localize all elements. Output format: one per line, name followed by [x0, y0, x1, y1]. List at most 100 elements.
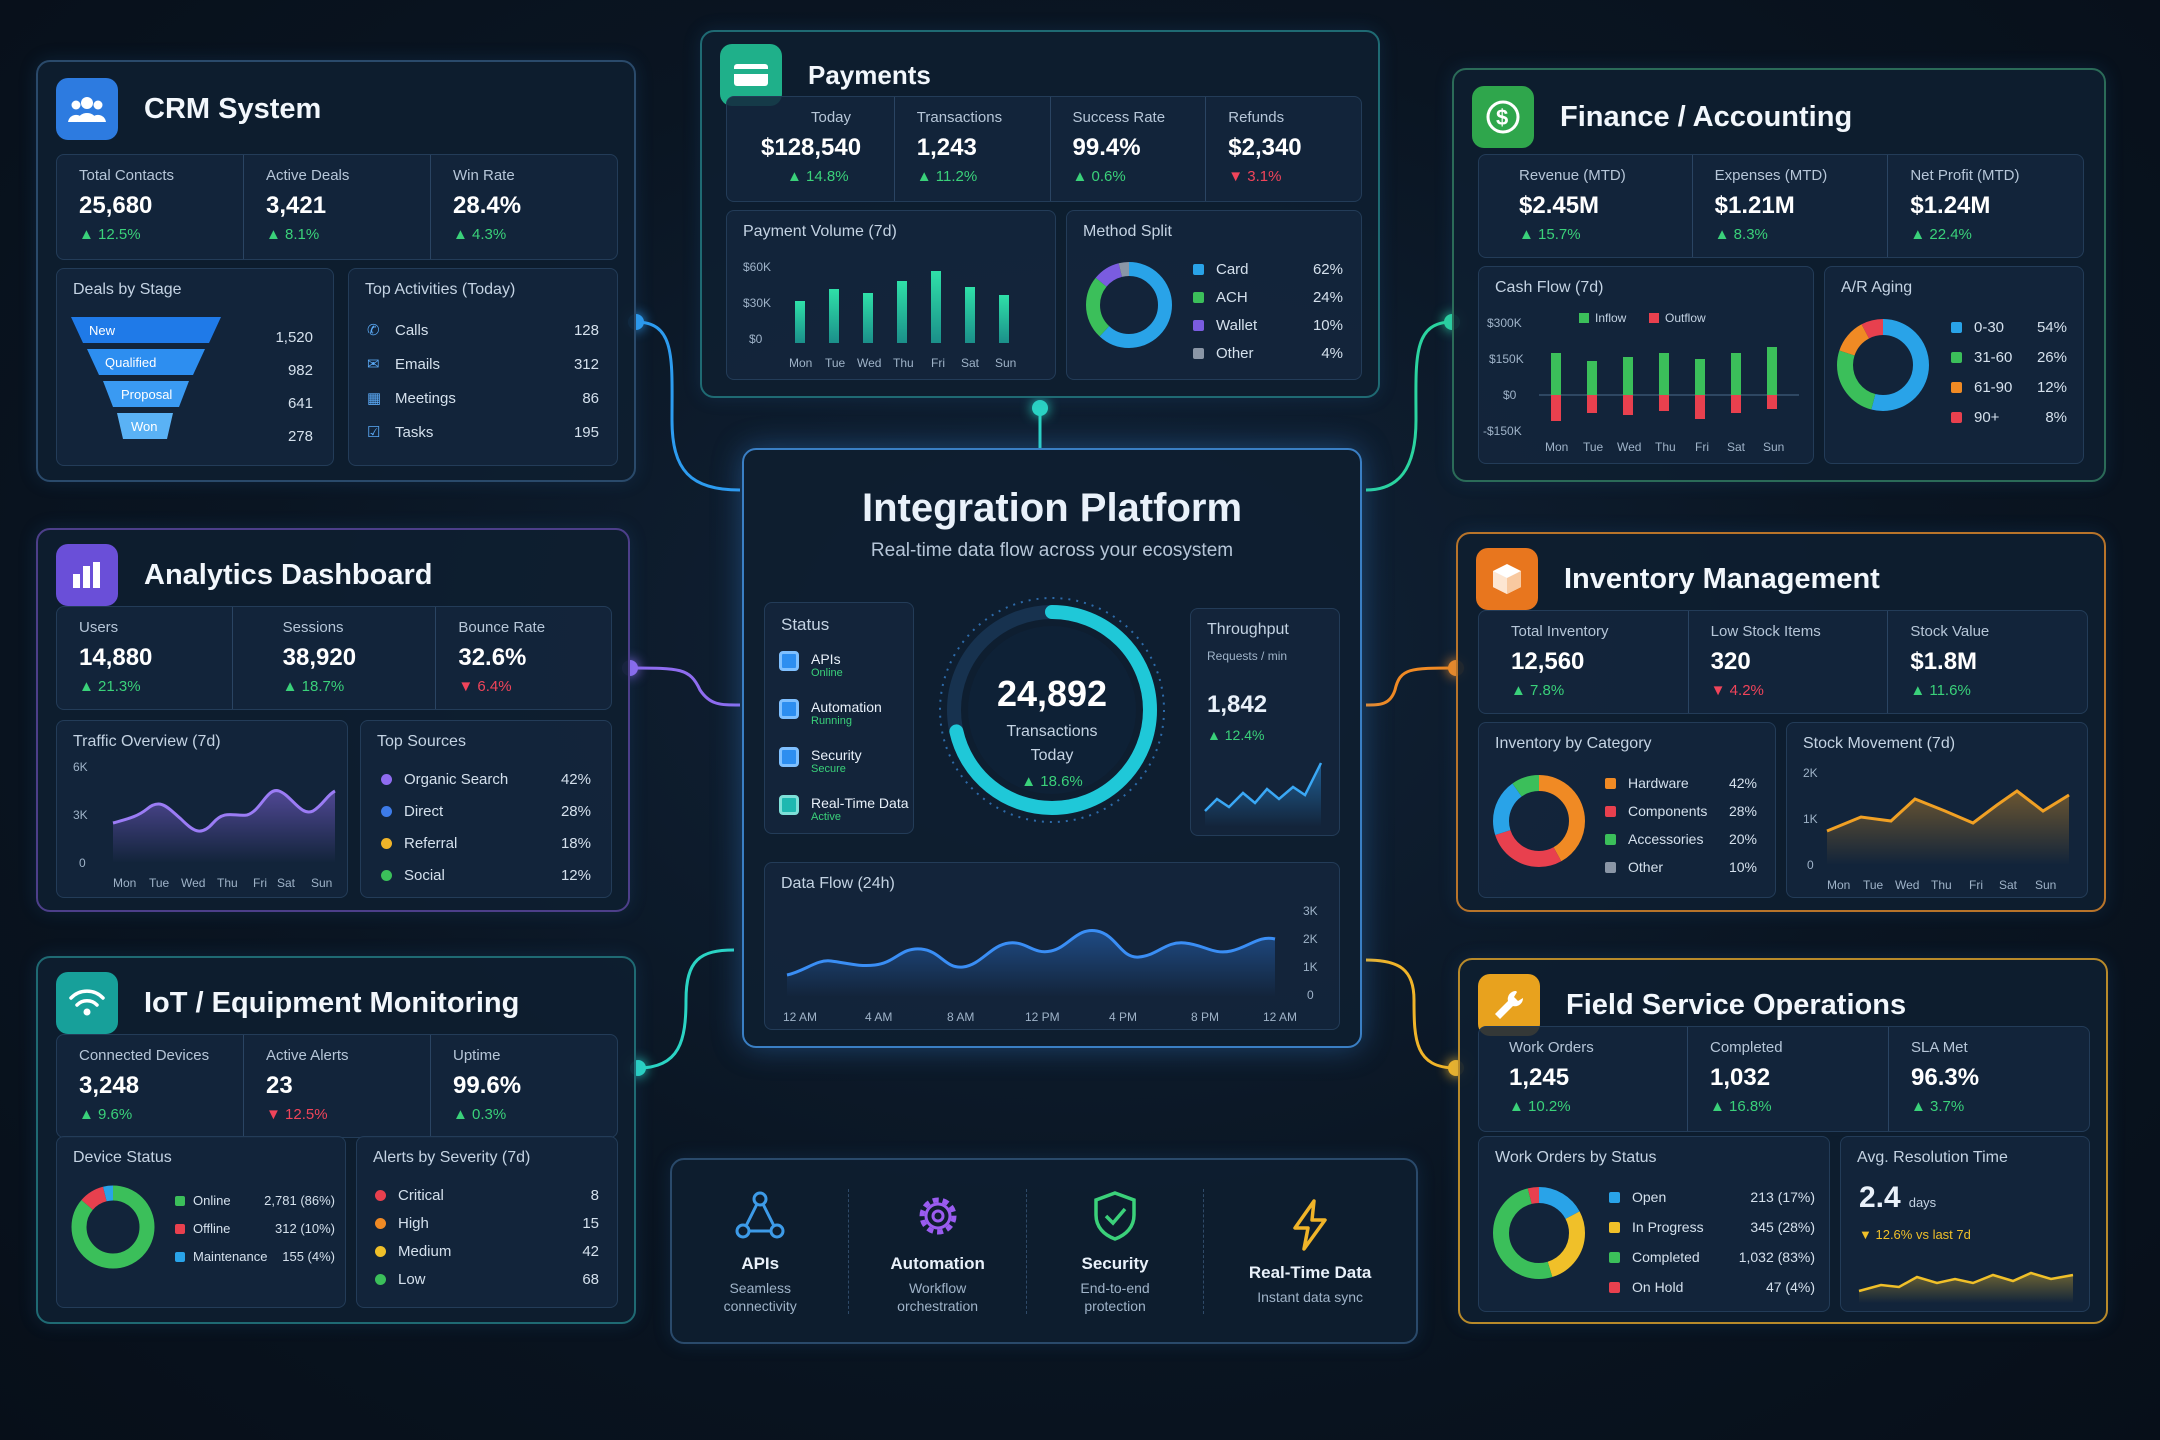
feature-name: Real-Time Data: [1248, 1262, 1372, 1282]
connector-node: [1032, 400, 1048, 416]
kpi-label: SLA Met: [1911, 1039, 1968, 1056]
kpi-delta: ▲ 3.7%: [1911, 1098, 1965, 1115]
throughput-sub: Requests / min: [1207, 649, 1288, 663]
crm-panel[interactable]: CRM System Total Contacts 25,680 ▲ 12.5% A…: [36, 60, 636, 482]
legend-label: Accessories: [1628, 831, 1704, 847]
legend-label: ACH: [1216, 289, 1248, 306]
kpi-value: $2.45M: [1519, 192, 1600, 219]
status-name: APIs: [811, 651, 841, 667]
section-title: Stock Movement (7d): [1803, 735, 1956, 752]
kpi-delta: ▲ 8.1%: [266, 226, 320, 243]
kpi-delta: ▲ 4.3%: [453, 226, 507, 243]
x-tick: Tue: [1583, 440, 1604, 454]
dataflow-chart: 3K 2K 1K 0 12 AM 4 AM 8 AM 12 PM 4 PM 8 …: [783, 904, 1318, 1024]
inventory-by-category: Inventory by Category Hardware 42% Compon…: [1478, 722, 1776, 898]
section-title: Status: [781, 615, 830, 634]
kpi-value: 14,880: [79, 644, 153, 671]
gauge-delta: ▲ 18.6%: [1021, 773, 1083, 790]
funnel-label: Proposal: [121, 387, 172, 402]
x-tick: Thu: [893, 356, 914, 370]
stage-value: 1,520: [275, 329, 313, 346]
x-tick: Mon: [1545, 440, 1568, 454]
kpi-value: 3,248: [79, 1072, 140, 1099]
x-tick: Sun: [311, 876, 332, 890]
activity-name: Calls: [395, 321, 429, 339]
legend-value: 42%: [1728, 775, 1757, 791]
kpi-delta: ▲ 12.5%: [79, 226, 141, 243]
kpi-value: 25,680: [79, 192, 153, 219]
analytics-panel[interactable]: Analytics Dashboard Users 14,880 ▲ 21.3% S…: [36, 528, 630, 912]
payments-panel[interactable]: Payments Today $128,540 ▲ 14.8% Transactio…: [700, 30, 1380, 398]
legend-label: In Progress: [1632, 1219, 1704, 1235]
feature-name: Security: [1081, 1253, 1149, 1273]
legend-value: 20%: [1728, 831, 1757, 847]
bar: [931, 271, 941, 343]
field-service-panel[interactable]: Field Service Operations Work Orders 1,24…: [1458, 958, 2108, 1324]
alert-value: 8: [590, 1187, 599, 1204]
status-panel: Status APIs Online Automation Running Secu…: [764, 602, 914, 834]
legend-value: 12%: [2036, 379, 2067, 396]
legend-value: 345 (28%): [1750, 1219, 1815, 1235]
gauge-label: Today: [1031, 747, 1074, 764]
kpi-delta: ▲ 18.7%: [282, 678, 345, 695]
feature-automation[interactable]: Automation Workflow orchestration: [849, 1188, 1027, 1314]
legend-label: Offline: [193, 1221, 231, 1236]
stage-value: 641: [287, 395, 313, 412]
section-title: Inventory by Category: [1495, 735, 1652, 752]
alert-name: High: [398, 1215, 429, 1232]
status-state: Secure: [811, 763, 846, 775]
feature-apis[interactable]: APIs Seamless connectivity: [672, 1188, 850, 1314]
inventory-panel[interactable]: Inventory Management Total Inventory 12,5…: [1456, 532, 2106, 912]
feature-security[interactable]: Security End-to-end protection: [1027, 1188, 1205, 1314]
kpi-delta: ▲ 7.8%: [1511, 682, 1565, 699]
stock-chart: 2K 1K 0 Mon Tue Wed Thu Fri Sat Sun: [1803, 766, 2070, 892]
bar-chart-icon: [56, 544, 118, 606]
panel-title: Payments: [808, 59, 931, 90]
stock-area: [1827, 791, 2069, 865]
kpi-label: Bounce Rate: [458, 619, 546, 636]
legend-label: 31-60: [1974, 349, 2013, 366]
y-tick: $150K: [1489, 352, 1524, 366]
legend-value: 47 (4%): [1765, 1279, 1815, 1295]
throughput-value: 1,842: [1207, 691, 1268, 718]
y-tick: 2K: [1803, 766, 1818, 780]
legend-label: On Hold: [1632, 1279, 1684, 1295]
legend-value: 312 (10%): [275, 1221, 335, 1236]
feature-realtime[interactable]: Real-Time Data Instant data sync: [1204, 1198, 1416, 1305]
x-tick: Mon: [113, 876, 136, 890]
workorder-donut: [1493, 1187, 1585, 1279]
iot-panel[interactable]: IoT / Equipment Monitoring Connected Dev…: [36, 956, 636, 1324]
kpi-delta: ▲ 16.8%: [1710, 1098, 1772, 1115]
y-tick: $60K: [743, 260, 771, 274]
stock-movement: Stock Movement (7d) 2K 1K 0 Mon Tue Wed …: [1786, 722, 2088, 898]
features-bar: APIs Seamless connectivity Automation Wo…: [670, 1158, 1418, 1344]
integration-platform-panel[interactable]: Integration Platform Real-time data flow…: [742, 448, 1362, 1048]
panel-title: Inventory Management: [1564, 562, 1880, 595]
x-tick: 8 AM: [947, 1010, 974, 1024]
analytics-kpis: Users 14,880 ▲ 21.3% Sessions 38,920 ▲ 18.7%…: [56, 606, 612, 710]
y-tick: 3K: [73, 808, 88, 822]
kpi-label: Users: [79, 619, 119, 636]
x-tick: Sun: [2035, 878, 2056, 892]
bar: [999, 295, 1009, 343]
legend-value: 213 (17%): [1750, 1189, 1815, 1205]
legend-label: 61-90: [1974, 379, 2013, 396]
finance-panel[interactable]: $ Finance / Accounting Revenue (MTD) $2.4…: [1452, 68, 2106, 482]
status-state: Running: [811, 715, 852, 727]
y-tick: $30K: [743, 296, 771, 310]
transactions-gauge: 24,892 Transactions Today ▲ 18.6%: [939, 597, 1165, 823]
lightning-icon: [1293, 1198, 1327, 1251]
wrench-icon: [1478, 974, 1540, 1036]
category-donut: [1493, 775, 1585, 867]
x-tick: 4 PM: [1109, 1010, 1137, 1024]
activity-name: Meetings: [395, 389, 456, 407]
x-tick: Sat: [1727, 440, 1746, 454]
throughput-delta: ▲ 12.4%: [1207, 727, 1265, 743]
kpi-label: Transactions: [916, 109, 1003, 126]
source-value: 12%: [560, 867, 591, 884]
dataflow-line: [786, 929, 1276, 977]
cashflow-chart: Inflow Outflow $300K $150K $0 -$150K Mon…: [1483, 311, 1799, 454]
calendar-icon: ▦: [367, 390, 382, 407]
shield-icon: [1094, 1190, 1136, 1241]
kpi-delta: ▼ 3.1%: [1228, 168, 1282, 185]
